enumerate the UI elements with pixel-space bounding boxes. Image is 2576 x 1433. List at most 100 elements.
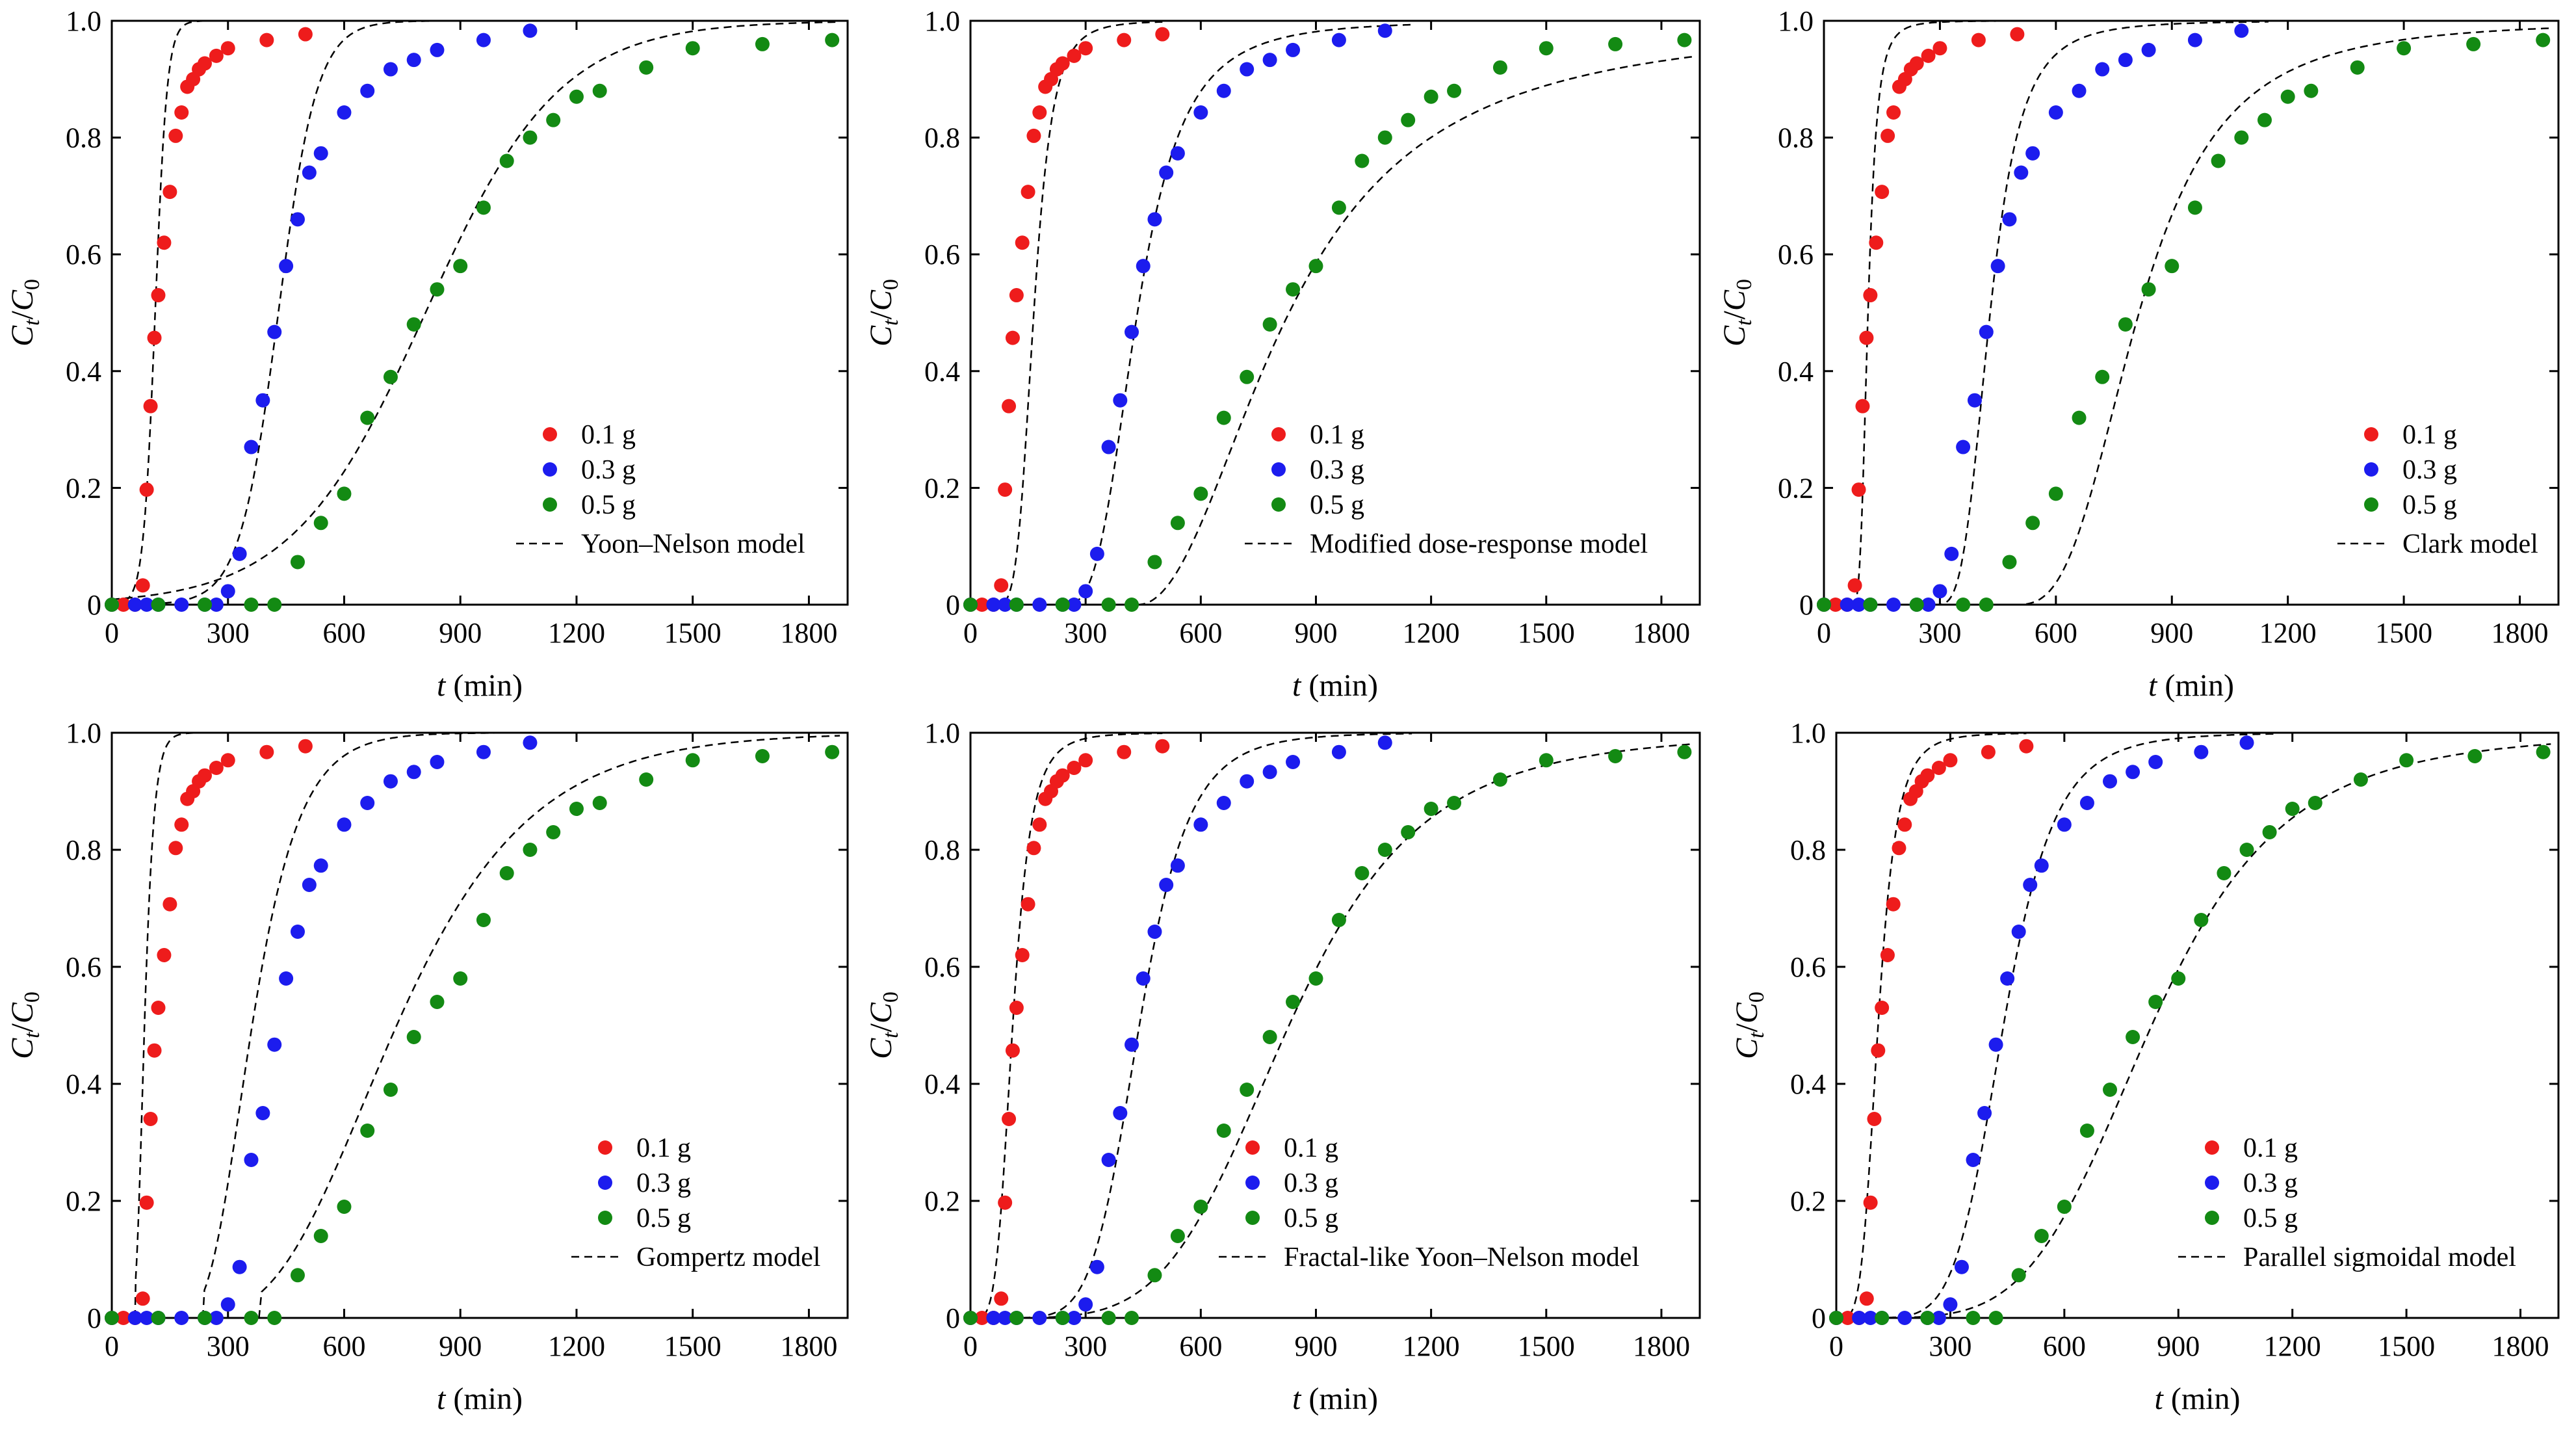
data-point [1055,768,1070,783]
data-point [105,1311,119,1325]
data-point [476,33,491,47]
y-tick-label: 0 [87,589,101,621]
y-tick-label: 0.6 [1790,951,1826,983]
x-tick-label: 1800 [2492,1330,2549,1362]
data-point [1262,53,1277,68]
y-tick-label: 0 [1812,1302,1826,1334]
data-point [147,1043,162,1058]
data-point [105,598,119,612]
legend-model-label: Modified dose-response model [1310,529,1648,559]
data-point [197,598,212,612]
data-point [1159,878,1174,892]
data-point [1009,1001,1024,1015]
data-point [755,36,770,51]
data-point [2126,765,2140,780]
data-point [1155,27,1170,42]
data-point [825,744,840,759]
data-point [1101,1311,1116,1325]
data-point [1159,165,1174,180]
data-point [383,774,398,789]
data-point [406,1030,421,1044]
legend-model-label: Fractal-like Yoon–Nelson model [1284,1242,1639,1272]
data-point [2079,1124,2094,1138]
data-point [1677,744,1692,759]
data-point [139,1195,154,1210]
data-point [298,27,313,42]
data-point [1170,516,1185,531]
x-tick-label: 1800 [2491,617,2549,649]
data-point [1851,482,1866,497]
data-point [2217,866,2231,880]
x-tick-label: 600 [322,617,365,649]
data-point [1193,1200,1208,1214]
legend-marker [1271,462,1286,477]
x-tick-label: 600 [322,1330,365,1362]
y-tick-label: 0.2 [1790,1185,1826,1217]
y-axis-title: Ct/C0 [5,992,44,1059]
legend-label: 0.1 g [1284,1133,1338,1163]
panel-3: 0 300 600 900 1200 1500 1800 0 0.2 0.4 0.6 0.8 1.0 t … [1717,5,2560,703]
y-tick-label: 0.4 [1790,1068,1826,1100]
x-tick-label: 0 [963,617,978,649]
legend-label: 0.3 g [1284,1168,1338,1198]
data-point [2118,53,2133,68]
y-tick-label: 0.2 [924,1185,960,1217]
y-tick-label: 0.4 [924,356,960,388]
data-point [1005,1043,1020,1058]
fit-curve [1836,733,2274,1319]
data-point [1021,185,1035,200]
data-point [963,1311,978,1325]
data-point [279,259,294,274]
data-point [2536,744,2551,759]
data-point [998,1311,1013,1325]
y-tick-label: 0 [87,1302,101,1334]
data-point [569,89,584,104]
data-point [1869,235,1884,250]
data-point [1880,948,1895,962]
legend-marker [2364,497,2378,512]
y-tick-label: 0.2 [66,472,101,504]
data-point [1956,598,1971,612]
data-point [639,772,654,787]
data-point [1125,598,1139,612]
data-point [1078,584,1093,599]
data-point [2262,825,2277,839]
legend-label: 0.5 g [2243,1203,2298,1233]
data-point [1021,897,1035,912]
data-point [337,105,352,120]
data-point [337,486,352,501]
data-point [259,33,274,47]
data-point [1009,598,1024,612]
data-point [1539,41,1554,56]
y-axis-title: Ct/C0 [864,992,903,1059]
data-point [163,185,177,200]
x-tick-label: 1500 [664,1330,722,1362]
legend-marker [1271,497,1286,512]
data-point [994,578,1009,593]
data-point [1002,399,1017,414]
x-tick-label: 600 [1179,1330,1222,1362]
plot-frame [111,20,849,606]
y-tick-label: 1.0 [924,717,960,749]
data-point [523,23,538,38]
data-point [220,753,235,768]
data-point [151,598,166,612]
fit-curve [112,20,558,606]
data-point [1117,33,1132,47]
x-tick-label: 900 [439,1330,482,1362]
x-tick-label: 1200 [548,1330,605,1362]
data-point [1932,41,1947,56]
x-tick-label: 1200 [1403,1330,1460,1362]
legend-label: 0.5 g [1284,1203,1338,1233]
legend-marker [543,462,557,477]
data-point [174,598,189,612]
panel-6: 0 300 600 900 1200 1500 1800 0 0.2 0.4 0.6 0.8 1.0 t … [1730,717,2560,1416]
x-tick-label: 1200 [1403,617,1460,649]
data-point [135,578,150,593]
data-point [2171,971,2186,986]
data-point [1943,1297,1958,1312]
data-point [174,1311,189,1325]
x-tick-label: 900 [1294,617,1337,649]
data-point [220,1297,235,1312]
data-point [453,971,468,986]
